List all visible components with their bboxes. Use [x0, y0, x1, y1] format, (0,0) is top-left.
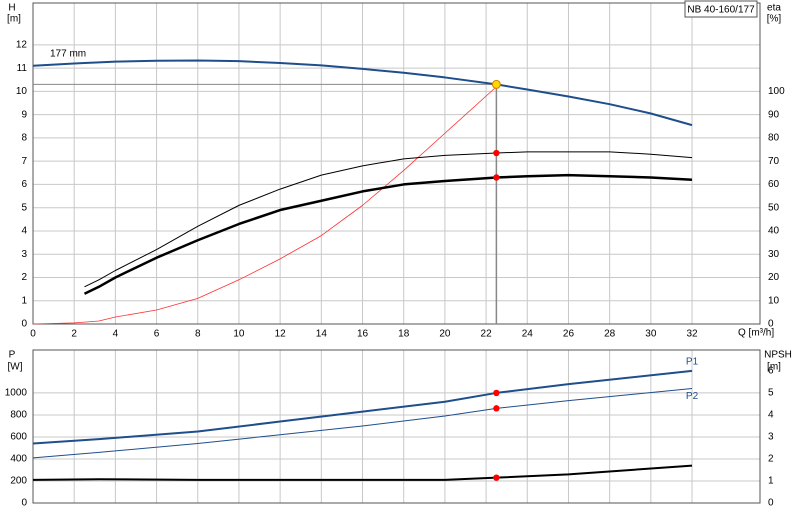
y-tick-label: 9	[21, 109, 27, 120]
x-tick-label: 12	[275, 329, 287, 340]
x-tick-label: 22	[481, 329, 493, 340]
y-tick-label: 8	[21, 133, 27, 144]
x-tick-label: 6	[154, 329, 160, 340]
x-tick-label: 0	[30, 329, 36, 340]
y-tick-label: 0	[21, 319, 27, 330]
y2-tick-label: 40	[768, 226, 780, 237]
operating-point	[493, 405, 500, 412]
legend-label: P2	[686, 391, 699, 402]
x-tick-label: 4	[113, 329, 119, 340]
operating-point	[493, 389, 500, 397]
y2-axis-unit: [m]	[767, 362, 781, 373]
y-tick-label: 2	[21, 272, 27, 283]
y2-axis-label: eta	[767, 3, 781, 14]
y-tick-label: 6	[21, 179, 27, 190]
x-axis-label: Q [m³/h]	[738, 328, 774, 339]
y2-tick-label: 5	[768, 388, 774, 399]
y-tick-label: 0	[21, 498, 27, 509]
y-tick-label: 1000	[5, 388, 28, 399]
x-tick-label: 20	[439, 329, 451, 340]
y2-tick-label: 6	[768, 366, 774, 377]
y2-tick-label: 0	[768, 498, 774, 509]
curve	[83, 173, 693, 295]
curve	[32, 388, 693, 459]
x-tick-label: 26	[563, 329, 575, 340]
operating-point	[491, 79, 501, 89]
y2-tick-label: 0	[768, 319, 774, 330]
chart-title: NB 40-160/177	[687, 5, 755, 16]
x-tick-label: 18	[398, 329, 410, 340]
operating-point	[493, 174, 500, 181]
curve-annotation: 177 mm	[50, 49, 86, 60]
operating-point	[493, 149, 500, 157]
y2-tick-label: 100	[768, 86, 785, 97]
curve	[32, 464, 693, 481]
legend-label: P1	[686, 357, 699, 368]
plot-frame	[32, 2, 761, 325]
y2-tick-label: 30	[768, 249, 780, 260]
x-tick-label: 2	[71, 329, 77, 340]
plot-frame	[32, 349, 761, 504]
x-tick-label: 10	[233, 329, 245, 340]
x-tick-label: 32	[686, 329, 698, 340]
y2-axis-label: NPSH	[764, 350, 792, 361]
y-tick-label: 12	[16, 40, 28, 51]
y-tick-label: 1	[21, 295, 27, 306]
y2-tick-label: 2	[768, 454, 774, 465]
y-tick-label: 3	[21, 249, 27, 260]
y-axis-unit: [m]	[7, 14, 21, 25]
y-tick-label: 10	[16, 86, 28, 97]
y2-axis-unit: [%]	[767, 14, 782, 25]
y-tick-label: 5	[21, 202, 27, 213]
curve	[84, 151, 693, 288]
x-tick-label: 8	[195, 329, 201, 340]
y-axis-unit: [W]	[8, 362, 23, 373]
y2-tick-label: 3	[768, 432, 774, 443]
x-tick-label: 24	[522, 329, 534, 340]
operating-point	[493, 474, 500, 481]
title-box	[684, 0, 758, 18]
y-axis-label: P	[9, 350, 16, 361]
x-tick-label: 14	[316, 329, 328, 340]
y-axis-label: H	[8, 3, 15, 14]
y2-tick-label: 70	[768, 156, 780, 167]
y-tick-label: 11	[17, 63, 28, 74]
y2-tick-label: 4	[768, 410, 774, 421]
y-tick-label: 7	[21, 156, 27, 167]
x-tick-label: 16	[357, 329, 369, 340]
y-tick-label: 600	[10, 432, 27, 443]
curve	[32, 86, 497, 325]
y2-tick-label: 1	[768, 476, 774, 487]
y-tick-label: 400	[10, 454, 27, 465]
x-tick-label: 30	[645, 329, 657, 340]
curve	[32, 59, 693, 127]
y2-tick-label: 80	[768, 133, 780, 144]
y2-tick-label: 60	[768, 179, 780, 190]
x-tick-label: 28	[604, 329, 616, 340]
curve	[32, 369, 693, 445]
y2-tick-label: 90	[768, 109, 780, 120]
y-tick-label: 800	[10, 410, 27, 421]
y-tick-label: 200	[10, 476, 27, 487]
y2-tick-label: 10	[768, 295, 780, 306]
y2-tick-label: 50	[768, 202, 780, 213]
y2-tick-label: 20	[768, 272, 780, 283]
y-tick-label: 4	[21, 226, 27, 237]
